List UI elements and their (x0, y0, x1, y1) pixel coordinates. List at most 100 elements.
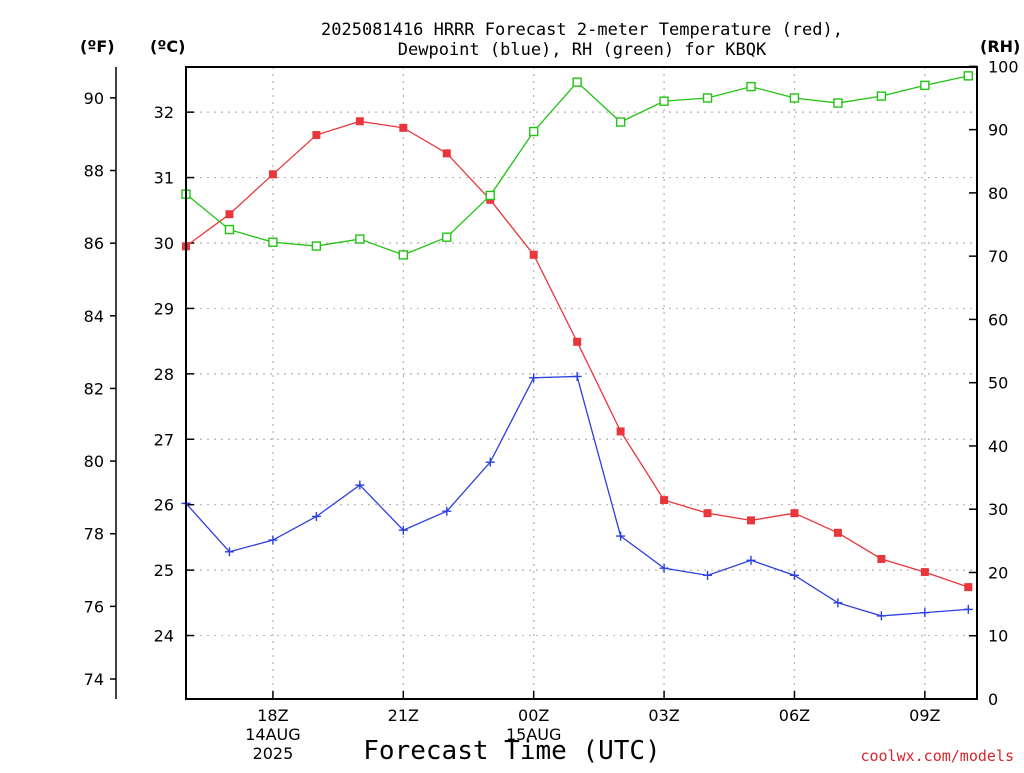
chart-title-line-1: 2025081416 HRRR Forecast 2-meter Tempera… (321, 20, 843, 40)
rh-point (268, 237, 278, 247)
dewpoint-point (442, 506, 452, 516)
celsius-tick-label: 32 (154, 103, 174, 122)
temperature-point (703, 509, 712, 518)
dewpoint-point (398, 525, 408, 535)
rh-tick-label: 100 (988, 57, 1019, 76)
rh-point (528, 126, 539, 137)
fahrenheit-tick-label: 76 (84, 597, 104, 616)
rh-point (572, 77, 582, 87)
dewpoint-point (485, 457, 495, 467)
temperature-point (399, 123, 408, 132)
temperature-point (747, 516, 755, 525)
fahrenheit-tick-label: 82 (84, 379, 104, 398)
rh-point (920, 80, 930, 91)
x-tick-label: 00Z 15AUG (506, 706, 561, 744)
temperature-line (185, 120, 969, 588)
temperature-point (877, 554, 886, 563)
celsius-tick-label: 27 (154, 430, 174, 449)
dewpoint-point (876, 611, 886, 621)
fahrenheit-unit-label: (ºF) (80, 37, 115, 56)
dewpoint-point (920, 608, 930, 618)
axis-layer: 74 76 78 80 82 84 86 88 90 24 25 26 27 28 29 30 31 32 0 10 2… (84, 57, 1019, 763)
fahrenheit-tick-label: 78 (84, 525, 104, 544)
rh-tick-label: 20 (988, 563, 1008, 582)
temperature-point (268, 170, 277, 179)
fahrenheit-tick-label: 84 (84, 307, 104, 326)
rh-point (833, 98, 843, 108)
dewpoint-point (963, 604, 973, 614)
rh-point (355, 234, 365, 244)
fahrenheit-tick-label: 80 (84, 452, 104, 471)
temperature-point (529, 250, 538, 259)
celsius-tick-label: 24 (154, 627, 174, 646)
rh-tick-label: 30 (988, 500, 1008, 519)
dewpoint-point (659, 563, 669, 573)
rh-point (224, 224, 235, 235)
dewpoint-point (789, 570, 799, 580)
dewpoint-point (355, 480, 365, 490)
rh-tick-label: 90 (988, 121, 1008, 140)
celsius-tick-label: 30 (154, 234, 174, 253)
x-tick-label: 06Z (779, 706, 810, 725)
temperature-point (312, 131, 321, 140)
rh-tick-label: 40 (988, 437, 1008, 456)
celsius-tick-label: 25 (154, 561, 174, 580)
fahrenheit-tick-label: 86 (84, 234, 104, 253)
rh-point (746, 81, 756, 92)
rh-point (442, 232, 452, 242)
rh-tick-label: 80 (988, 184, 1008, 203)
rh-tick-label: 10 (988, 627, 1008, 646)
dewpoint-point (268, 535, 278, 545)
temperature-point (616, 427, 625, 436)
temperature-point (790, 509, 799, 518)
series-layer (181, 71, 974, 621)
rh-point (615, 117, 626, 127)
temperature-point (660, 496, 669, 505)
dewpoint-point (572, 371, 582, 381)
rh-tick-label: 50 (988, 374, 1008, 393)
rh-unit-label: (RH) (980, 37, 1020, 56)
temperature-point (225, 210, 234, 219)
credit-text: coolwx.com/models (860, 747, 1014, 765)
fahrenheit-tick-label: 88 (84, 162, 104, 181)
rh-point (963, 71, 974, 81)
temperature-point (355, 117, 364, 126)
temperature-point (442, 149, 451, 158)
x-tick-label: 21Z (388, 706, 419, 725)
rh-tick-label: 0 (988, 690, 998, 709)
rh-point (398, 250, 409, 260)
rh-tick-label: 60 (988, 310, 1008, 329)
celsius-tick-label: 31 (154, 169, 174, 188)
dewpoint-point (746, 555, 756, 565)
fahrenheit-tick-label: 74 (84, 670, 104, 689)
rh-point (789, 93, 800, 103)
celsius-tick-label: 28 (154, 365, 174, 384)
grid-layer (186, 67, 977, 699)
chart-title-line-2: Dewpoint (blue), RH (green) for KBQK (398, 40, 767, 60)
x-tick-label: 18Z 14AUG 2025 (245, 706, 300, 763)
celsius-tick-label: 26 (154, 496, 174, 515)
rh-point (876, 91, 887, 101)
dewpoint-line (185, 375, 969, 617)
dewpoint-point (703, 570, 713, 580)
fahrenheit-tick-label: 90 (84, 89, 104, 108)
x-tick-label: 03Z (648, 706, 679, 725)
dewpoint-point (529, 373, 539, 383)
celsius-tick-label: 29 (154, 299, 174, 318)
dewpoint-point (616, 531, 626, 541)
temperature-point (920, 568, 929, 577)
rh-tick-label: 70 (988, 247, 1008, 266)
celsius-unit-label: (ºC) (150, 37, 185, 56)
rh-point (659, 96, 669, 106)
dewpoint-point (833, 598, 843, 608)
x-axis-label: Forecast Time (UTC) (363, 736, 660, 766)
rh-point (311, 241, 322, 251)
dewpoint-point (311, 511, 321, 521)
rh-line (185, 75, 969, 256)
rh-point (702, 93, 713, 103)
rh-point (485, 190, 495, 201)
temperature-point (964, 583, 973, 592)
dewpoint-point (224, 547, 234, 557)
